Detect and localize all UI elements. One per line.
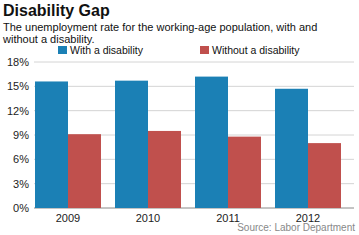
y-tick-label: 15% [7, 80, 29, 92]
x-tick-label: 2009 [56, 212, 80, 224]
title: Disability Gap [3, 2, 110, 20]
bar [115, 81, 148, 208]
y-tick-label: 18% [7, 56, 29, 68]
bar [35, 81, 68, 208]
bar [228, 137, 261, 208]
chart: With a disability Without a disability 0% 3… [0, 0, 359, 235]
bars [35, 77, 341, 208]
bar [275, 89, 308, 208]
bar [68, 134, 101, 208]
grid-line [34, 62, 354, 63]
y-tick-label: 6% [13, 153, 29, 165]
grid-line [34, 86, 354, 87]
source: Source: Labor Department [237, 222, 355, 233]
y-tick-label: 9% [13, 129, 29, 141]
y-tick-label: 3% [13, 178, 29, 190]
legend-swatch [58, 46, 67, 54]
bar [308, 143, 341, 208]
bar [195, 77, 228, 208]
y-tick-label: 0% [13, 202, 29, 214]
subtitle: The unemployment rate for the working-ag… [3, 21, 355, 45]
legend-swatch [200, 46, 209, 54]
legend-label: Without a disability [212, 44, 300, 56]
x-tick-label: 2010 [136, 212, 160, 224]
bar [148, 131, 181, 208]
y-tick-label: 12% [7, 105, 29, 117]
legend-label: With a disability [70, 44, 144, 56]
